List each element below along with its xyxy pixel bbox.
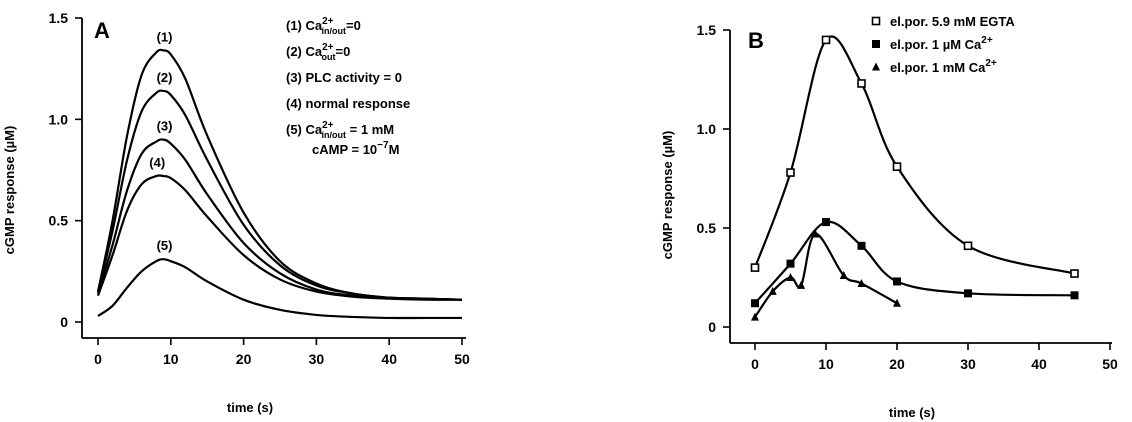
panel-a-curve-label-5: (5) xyxy=(157,238,173,253)
panel-b-marker-3 xyxy=(786,273,795,281)
panel-b-marker-3 xyxy=(797,280,806,289)
panel-b-legend-entry: el.por. 1 mM Ca2+ xyxy=(890,58,997,75)
panel-b-legend: el.por. 5.9 mM EGTA el.por. 1 µM Ca2+ el.p… xyxy=(871,14,1015,75)
panel-b-curve-2 xyxy=(754,220,1075,304)
panel-a-y-tick-label: 0.5 xyxy=(49,213,69,229)
panel-a-curve-4 xyxy=(96,174,463,301)
panel-b-x-tick-label: 40 xyxy=(1031,356,1047,372)
panel-a-x-axis-label: time (s) xyxy=(227,400,273,415)
panel-b-marker-1 xyxy=(821,35,831,45)
panel-b-legend-marker xyxy=(872,40,880,48)
panel-a: A time (s) cGMP response (µM) 0 10 20 30 40 5… xyxy=(2,10,470,415)
panel-a-x-tick-label: 40 xyxy=(381,351,397,367)
panel-a-x-tick-label: 30 xyxy=(309,351,325,367)
panel-b-marker-2 xyxy=(857,241,866,250)
panel-a-legend-entry: (4) normal response xyxy=(286,96,410,111)
panel-b-y-tick-label: 1.5 xyxy=(697,22,717,38)
panel-b-letter: B xyxy=(748,28,764,53)
panel-a-y-axis-label: cGMP response (µM) xyxy=(2,126,17,255)
panel-a-curve-label-2: (2) xyxy=(157,70,173,85)
panel-b-marker-1 xyxy=(786,168,795,177)
panel-b-legend-marker xyxy=(872,62,880,71)
panel-b-y-axis-label: cGMP response (µM) xyxy=(660,131,675,260)
panel-b-marker-1 xyxy=(857,79,866,88)
panel-b-legend-entry: el.por. 5.9 mM EGTA xyxy=(890,14,1015,29)
panel-b-marker-2 xyxy=(964,289,972,298)
panel-b-x-tick-label: 50 xyxy=(1102,356,1118,372)
panel-a-curve-2 xyxy=(96,89,463,301)
panel-a-legend-entry: (1) Ca2+ in/out=0 xyxy=(286,16,361,36)
panel-a-legend: (1) Ca2+ in/out=0 (2) Ca2+ out=0 (3) PLC act… xyxy=(286,16,410,157)
panel-b-marker-2 xyxy=(893,277,901,286)
panel-a-letter: A xyxy=(94,18,110,43)
panel-b-legend-marker xyxy=(871,16,881,26)
panel-a-curve-label-3: (3) xyxy=(157,119,173,134)
panel-b-marker-1 xyxy=(750,263,760,272)
panel-b-marker-3 xyxy=(811,229,820,238)
panel-b-marker-3 xyxy=(893,298,901,307)
panel-a-y-tick-label: 1.0 xyxy=(49,111,69,127)
panel-b: B time (s) cGMP response (µM) 0 10 20 30 40 5… xyxy=(660,14,1118,420)
panel-a-legend-entry: (2) Ca2+ out=0 xyxy=(286,42,350,62)
panel-b-y-tick-label: 0 xyxy=(708,319,716,335)
panel-b-x-axis-label: time (s) xyxy=(889,405,935,420)
panel-a-x-tick-label: 10 xyxy=(163,351,179,367)
panel-a-legend-entry: (5) Ca2+ in/out = 1 mM xyxy=(286,120,394,140)
panel-b-curve-3 xyxy=(754,232,898,318)
panel-b-marker-3 xyxy=(751,312,759,321)
panel-a-curve-label-4: (4) xyxy=(149,155,165,170)
panel-b-x-tick-label: 0 xyxy=(751,356,759,372)
panel-b-y-tick-label: 0.5 xyxy=(697,220,717,236)
panel-b-x-tick-label: 20 xyxy=(889,356,905,372)
panel-b-x-tick-label: 30 xyxy=(960,356,976,372)
panel-b-marker-3 xyxy=(768,286,777,295)
panel-a-legend-entry: cAMP = 10−7M xyxy=(312,140,399,157)
panel-a-curve-label-1: (1) xyxy=(157,29,173,44)
panel-b-marker-2 xyxy=(751,299,759,308)
panel-b-marker-3 xyxy=(857,278,866,287)
panel-b-marker-1 xyxy=(1070,269,1079,278)
panel-a-x-tick-label: 20 xyxy=(236,351,252,367)
panel-a-y-tick-label: 0 xyxy=(60,314,68,330)
panel-b-legend-entry: el.por. 1 µM Ca2+ xyxy=(890,35,993,52)
panel-b-marker-2 xyxy=(786,259,795,268)
panel-b-marker-1 xyxy=(892,162,902,171)
panel-b-y-tick-label: 1.0 xyxy=(697,121,717,137)
panel-a-curve-5 xyxy=(97,258,462,320)
panel-a-y-tick-label: 1.5 xyxy=(49,10,69,26)
panel-a-x-tick-label: 50 xyxy=(454,351,470,367)
panel-b-marker-3 xyxy=(839,271,848,280)
panel-a-x-tick-label: 0 xyxy=(94,351,102,367)
panel-b-marker-2 xyxy=(822,218,830,227)
panel-b-marker-1 xyxy=(963,241,973,251)
panel-b-x-tick-label: 10 xyxy=(818,356,834,372)
panel-a-legend-entry: (3) PLC activity = 0 xyxy=(286,70,402,85)
panel-b-marker-2 xyxy=(1070,291,1079,300)
